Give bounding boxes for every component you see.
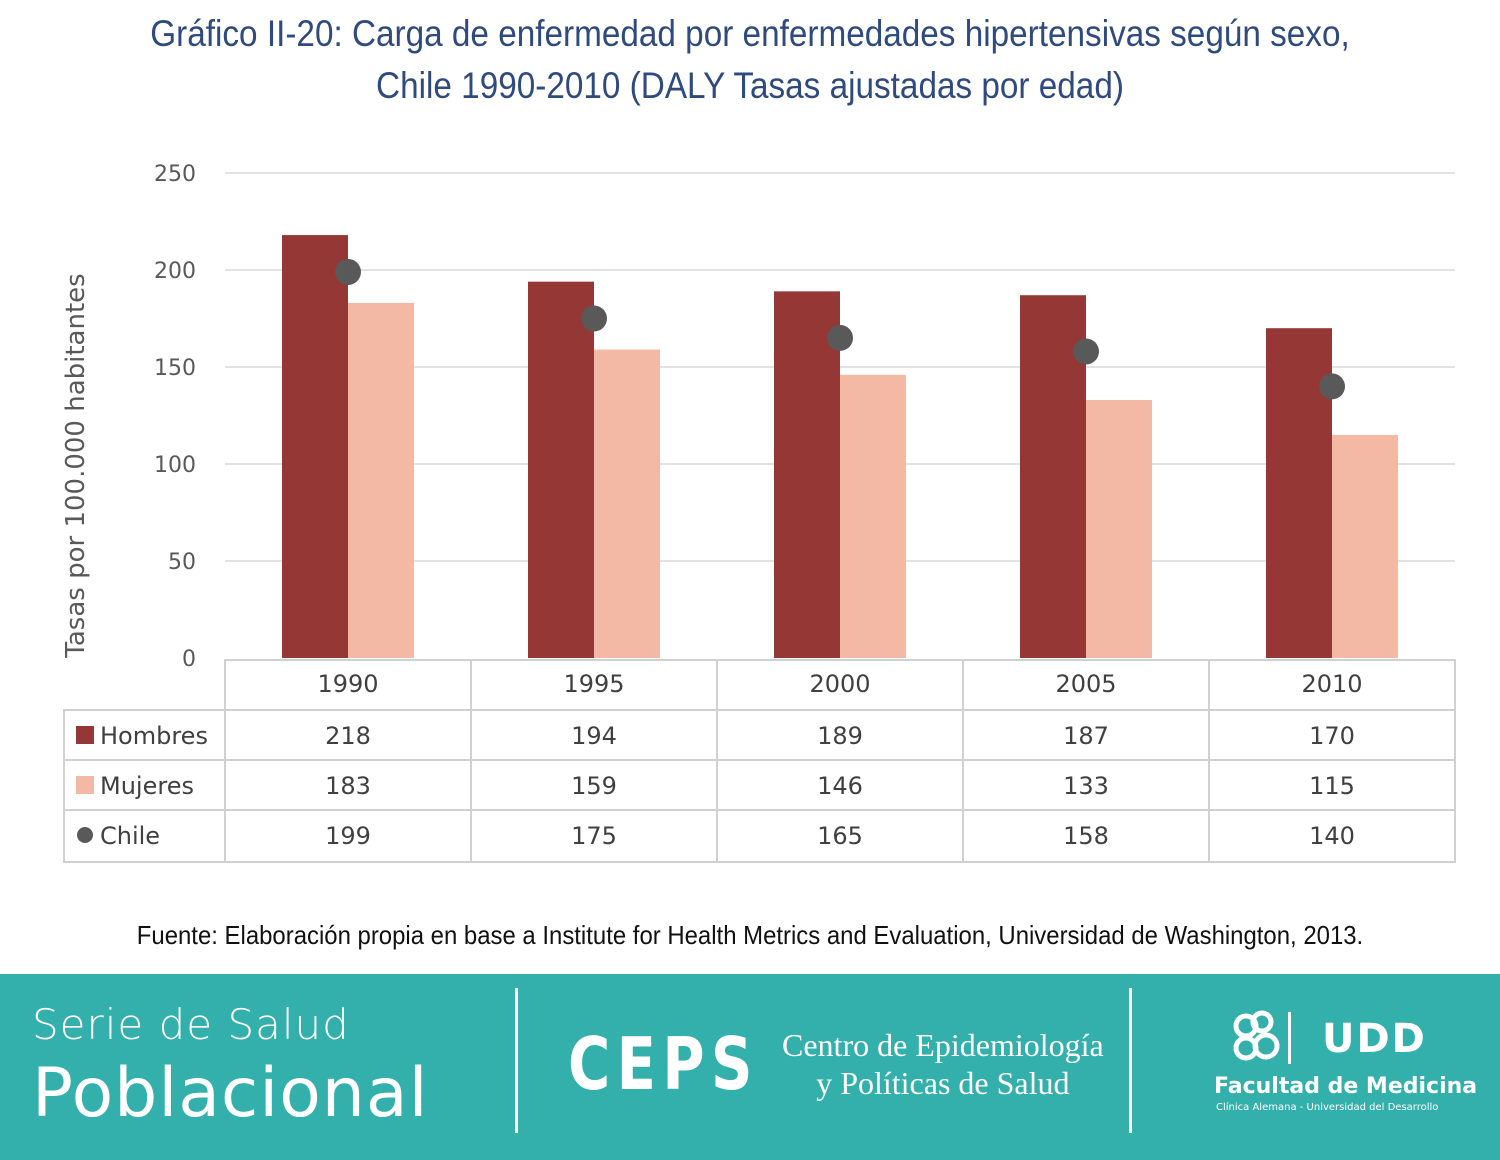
bar-hombres-1990 bbox=[282, 235, 348, 658]
legend-label-mujeres: Mujeres bbox=[100, 772, 194, 800]
series-name-line-1: Serie de Salud bbox=[32, 1000, 350, 1049]
legend-swatch-hombres bbox=[76, 726, 94, 744]
y-axis-label: Tasas por 100.000 habitantes bbox=[61, 273, 91, 658]
marker-chile-1990 bbox=[335, 258, 361, 285]
footer-divider bbox=[1129, 988, 1132, 1133]
footer-divider bbox=[515, 988, 518, 1133]
ceps-logo: CEPS bbox=[568, 1022, 759, 1106]
series-name-line-2: Poblacional bbox=[32, 1054, 429, 1133]
faculty-name: Facultad de Medicina bbox=[1214, 1074, 1478, 1099]
data-label: 158 bbox=[1063, 822, 1109, 850]
x-tick-label: 2010 bbox=[1301, 670, 1362, 698]
udd-logo: UDD bbox=[1322, 1016, 1427, 1062]
ceps-name-line-1: Centro de Epidemiología bbox=[782, 1027, 1104, 1063]
ceps-name-line-2: y Políticas de Salud bbox=[816, 1065, 1070, 1101]
bar-mujeres-1995 bbox=[594, 349, 660, 658]
legend-swatch-chile bbox=[77, 827, 93, 843]
bar-mujeres-2000 bbox=[840, 374, 906, 658]
legend-swatch-mujeres bbox=[76, 776, 94, 794]
marker-chile-2005 bbox=[1073, 338, 1099, 365]
data-label: 170 bbox=[1309, 722, 1355, 750]
chart: 0 50 100 150 200 250 Tasas por 100.000 habitan… bbox=[61, 162, 1456, 863]
data-label: 189 bbox=[817, 722, 863, 750]
ceps-name: Centro de Epidemiología y Políticas de S… bbox=[782, 1026, 1104, 1102]
x-tick-label: 2000 bbox=[809, 670, 870, 698]
legend-label-hombres: Hombres bbox=[100, 722, 208, 750]
marker-chile-2000 bbox=[827, 324, 853, 351]
legend-label-chile: Chile bbox=[100, 822, 160, 850]
data-label: 218 bbox=[325, 722, 371, 750]
chart-title: Gráfico II-20: Carga de enfermedad por e… bbox=[75, 8, 1425, 112]
data-label: 146 bbox=[817, 772, 863, 800]
data-label: 194 bbox=[571, 722, 617, 750]
y-tick-label: 200 bbox=[154, 259, 196, 284]
data-label: 159 bbox=[571, 772, 617, 800]
marker-chile-1995 bbox=[581, 305, 607, 332]
y-tick-label: 250 bbox=[154, 162, 196, 187]
marker-chile-2010 bbox=[1319, 373, 1345, 400]
faculty-subtitle: Clínica Alemana - Universidad del Desarr… bbox=[1216, 1102, 1439, 1113]
data-label: 165 bbox=[817, 822, 863, 850]
bar-mujeres-2010 bbox=[1332, 434, 1398, 658]
y-tick-label: 50 bbox=[168, 550, 196, 575]
chart-title-line-1: Gráfico II-20: Carga de enfermedad por e… bbox=[150, 13, 1350, 54]
x-tick-label: 2005 bbox=[1055, 670, 1116, 698]
data-label: 183 bbox=[325, 772, 371, 800]
data-label: 199 bbox=[325, 822, 371, 850]
data-label: 140 bbox=[1309, 822, 1355, 850]
udd-emblem-icon bbox=[1233, 1010, 1291, 1064]
footer-banner: Serie de Salud Poblacional CEPS Centro d… bbox=[0, 974, 1500, 1160]
data-label: 175 bbox=[571, 822, 617, 850]
x-tick-label: 1990 bbox=[317, 670, 378, 698]
data-label: 133 bbox=[1063, 772, 1109, 800]
y-tick-label: 100 bbox=[154, 453, 196, 478]
bar-hombres-2010 bbox=[1266, 328, 1332, 658]
data-table-frame bbox=[63, 709, 1456, 863]
bar-hombres-1995 bbox=[528, 281, 594, 658]
data-label: 187 bbox=[1063, 722, 1109, 750]
bar-hombres-2000 bbox=[774, 291, 840, 658]
data-label: 115 bbox=[1309, 772, 1355, 800]
y-tick-label: 0 bbox=[182, 647, 196, 672]
source-note: Fuente: Elaboración propia en base a Ins… bbox=[136, 920, 1364, 950]
bar-mujeres-2005 bbox=[1086, 399, 1152, 658]
x-tick-label: 1995 bbox=[563, 670, 624, 698]
y-tick-label: 150 bbox=[154, 356, 196, 381]
bar-mujeres-1990 bbox=[348, 302, 414, 658]
chart-title-line-2: Chile 1990-2010 (DALY Tasas ajustadas po… bbox=[376, 65, 1124, 106]
